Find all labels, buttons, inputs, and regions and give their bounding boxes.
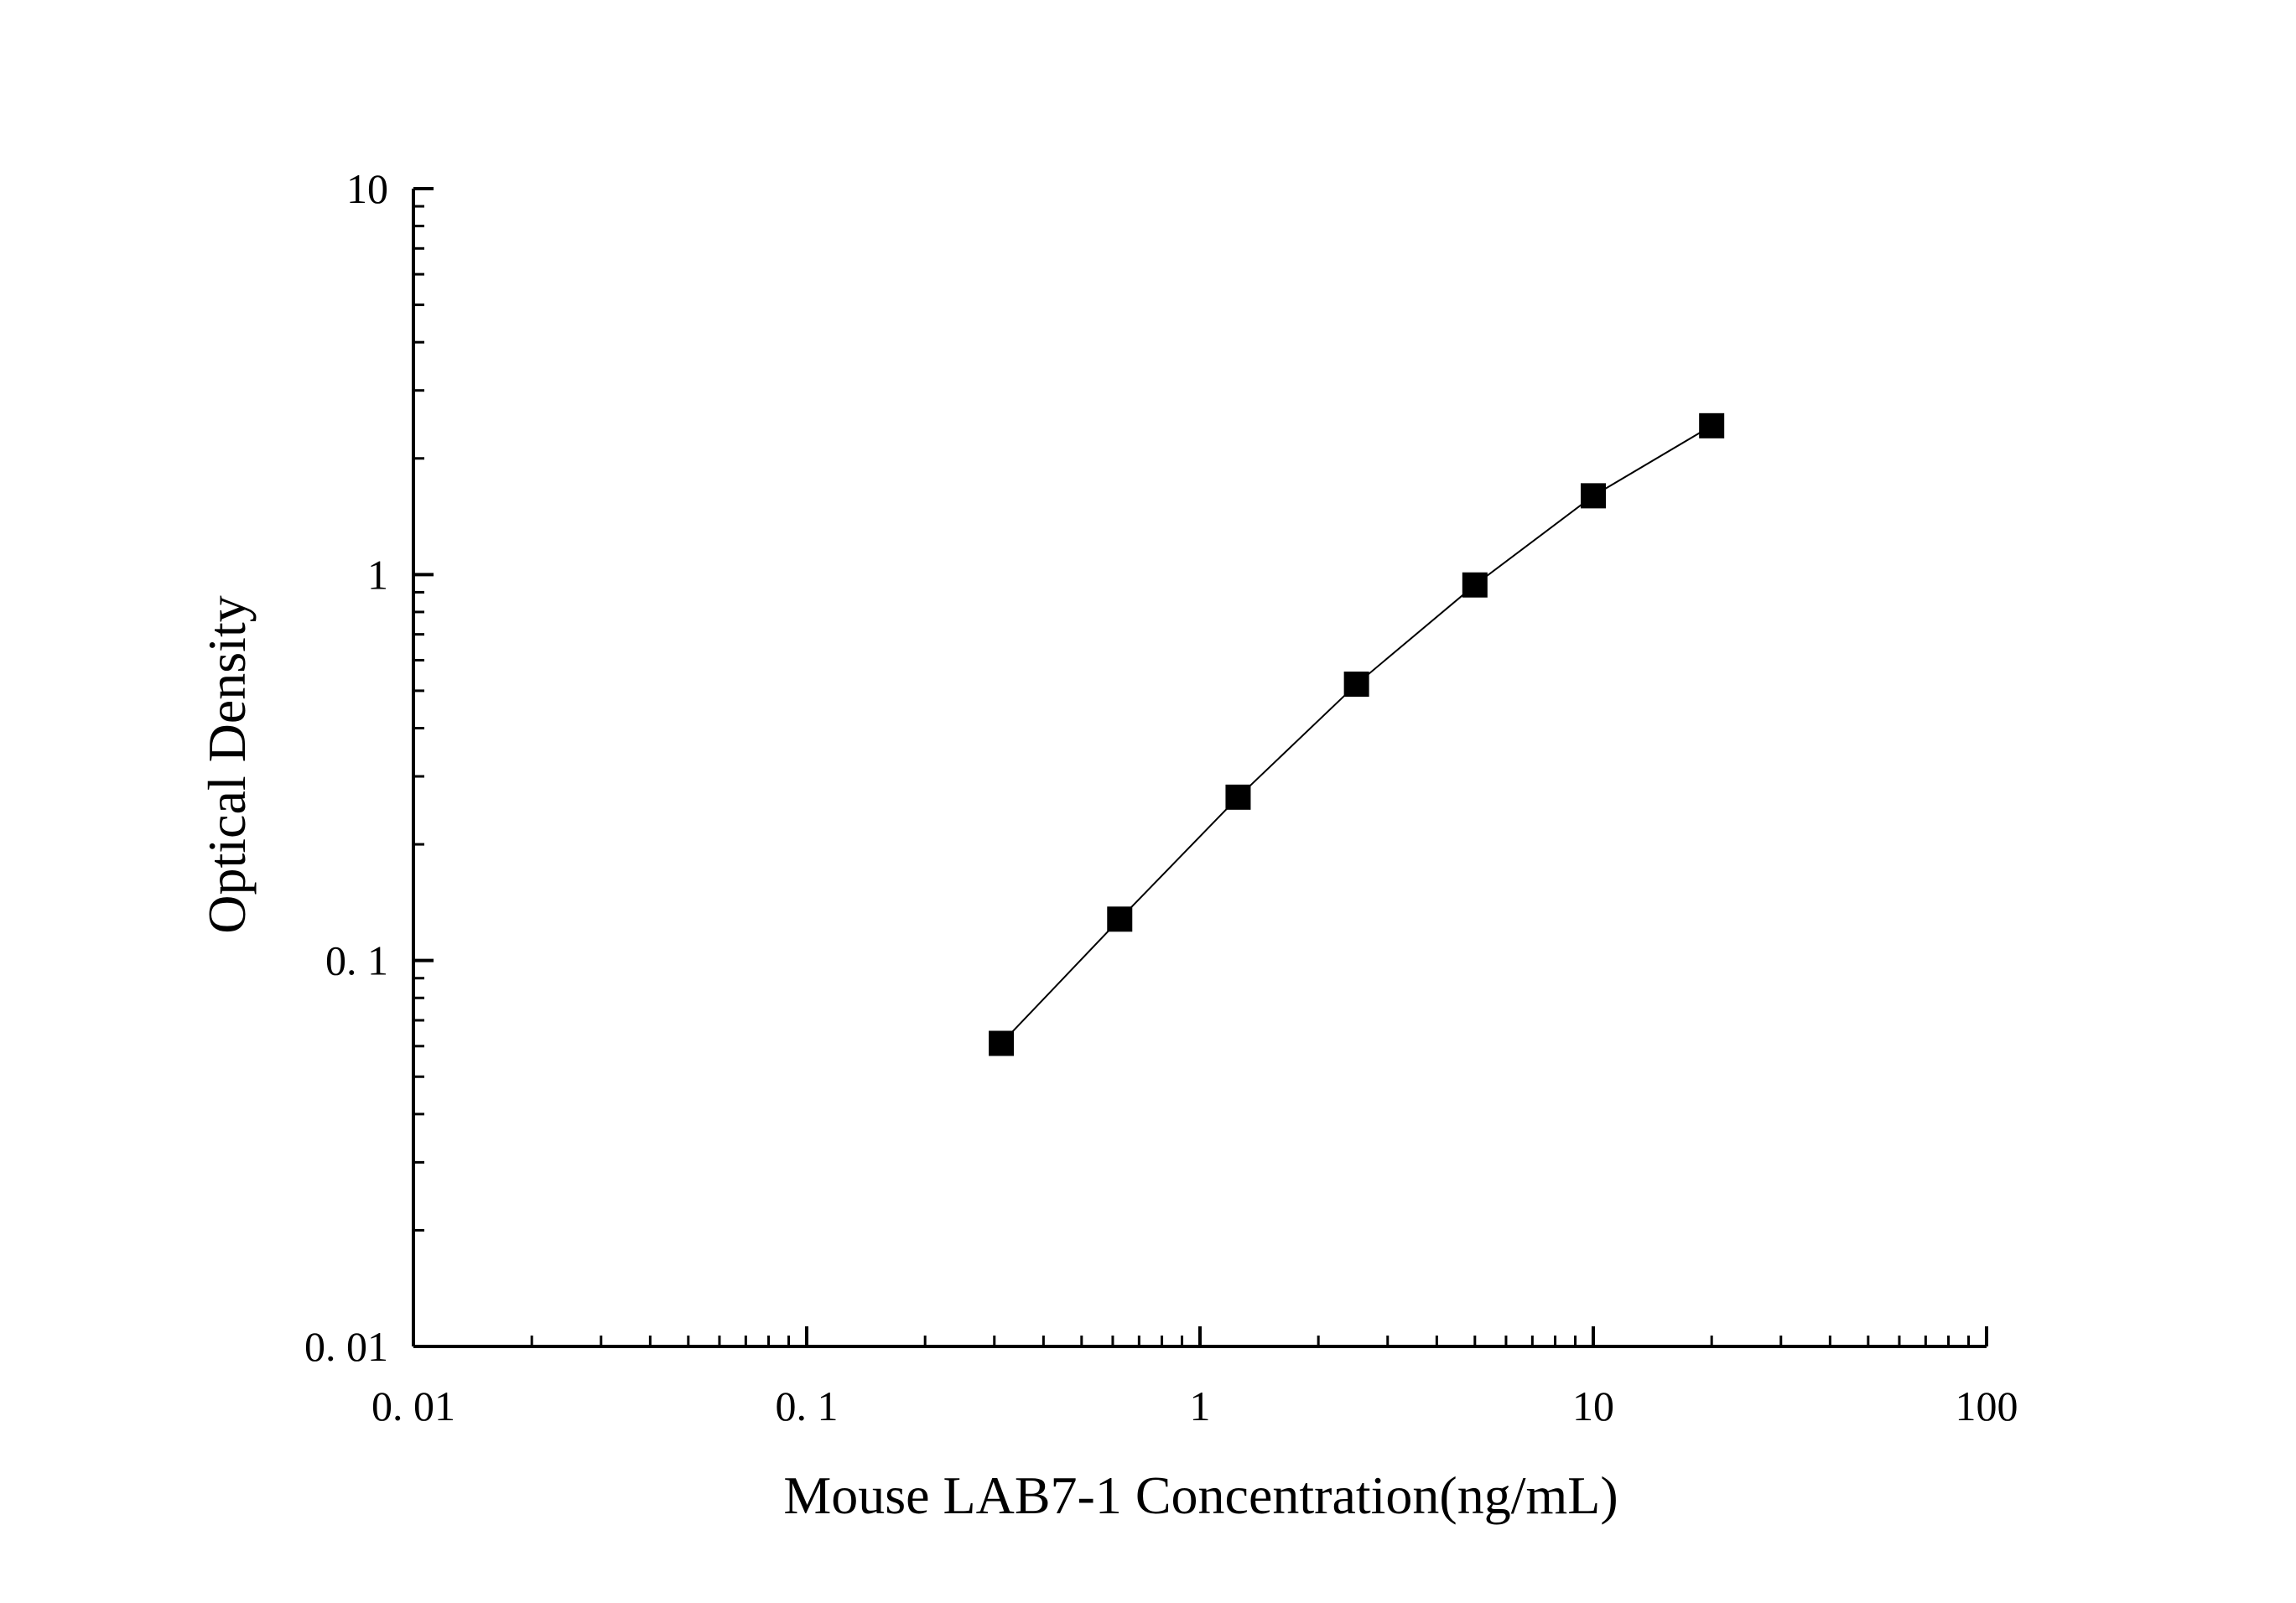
x-tick-label: 0. 01 <box>371 1383 455 1429</box>
y-tick-label: 10 <box>346 165 388 212</box>
data-point <box>989 1030 1015 1056</box>
series <box>989 412 1725 1056</box>
y-tick-label: 0. 1 <box>325 937 388 984</box>
y-axis-title: Optical Density <box>197 595 257 933</box>
x-tick-label: 1 <box>1190 1383 1211 1429</box>
x-tick-label: 10 <box>1572 1383 1614 1429</box>
data-point <box>1581 483 1606 509</box>
data-point <box>1225 784 1251 810</box>
axes <box>412 189 1987 1348</box>
data-point <box>1699 412 1725 438</box>
y-tick-label: 0. 01 <box>304 1323 388 1370</box>
tick-labels: 0. 01 0. 1 1 10 100 0. 01 0. 1 1 10 <box>304 165 2018 1429</box>
data-point <box>1343 672 1369 698</box>
series-line <box>1000 424 1712 1045</box>
ticks <box>412 187 1988 1348</box>
y-tick-label: 1 <box>367 551 388 598</box>
data-point <box>1462 572 1488 598</box>
x-axis-title: Mouse LAB7-1 Concentration(ng/mL) <box>783 1466 1618 1525</box>
x-tick-label: 0. 1 <box>776 1383 839 1429</box>
data-point <box>1107 906 1133 932</box>
x-tick-label: 100 <box>1956 1383 2018 1429</box>
